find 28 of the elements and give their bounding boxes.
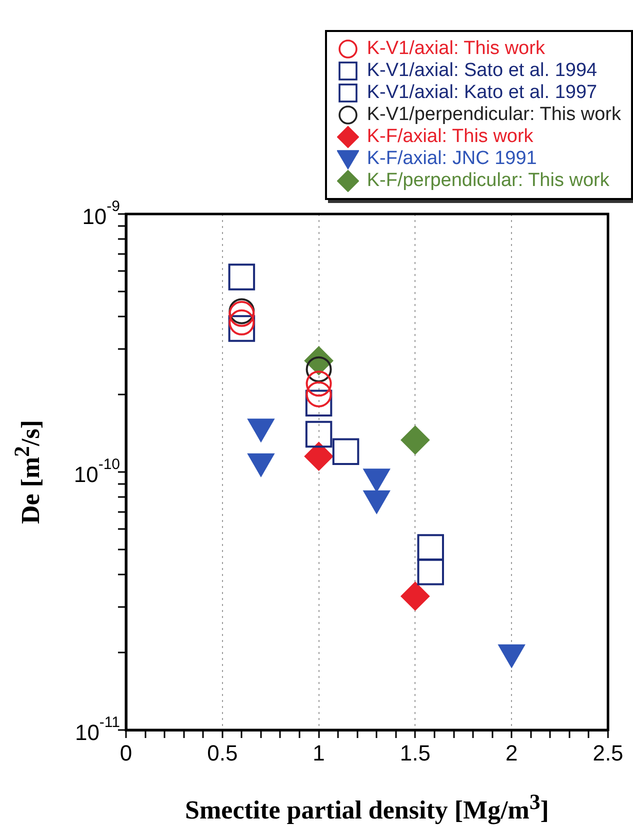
- x-axis-title: Smectite partial density [Mg/m$^{3}$]: [185, 790, 549, 826]
- x-tick-label: 2.5: [592, 740, 624, 766]
- x-tick-label: 0: [120, 740, 132, 766]
- point: [228, 315, 256, 342]
- x-tick-label: 1.5: [400, 740, 430, 766]
- legend-label: K-F/axial: JNC 1991: [366, 148, 537, 170]
- point: [306, 381, 332, 408]
- point: [306, 370, 332, 397]
- legend-label: K-F/axial: This work: [366, 126, 534, 148]
- point: [417, 558, 444, 586]
- point: [304, 442, 334, 471]
- legend-label: K-V1/perpendicular: This work: [366, 104, 621, 126]
- x-tick-label: 0.5: [207, 740, 238, 766]
- point: [417, 534, 444, 561]
- x-tick-label: 1: [312, 740, 325, 766]
- point: [305, 390, 332, 416]
- point: [305, 420, 332, 448]
- point: [228, 264, 256, 290]
- point: [400, 582, 430, 611]
- x-tick-label: 2: [505, 740, 518, 766]
- legend-label: K-V1/axial: This work: [366, 38, 545, 60]
- point: [306, 356, 332, 382]
- legend-label: K-V1/axial: Sato et al. 1994: [366, 60, 598, 82]
- point: [228, 309, 255, 336]
- legend-label: K-V1/axial: Kato et al. 1997: [366, 82, 598, 104]
- point: [400, 426, 430, 455]
- legend-label: K-F/perpendicular: This work: [366, 170, 610, 192]
- point: [332, 438, 360, 465]
